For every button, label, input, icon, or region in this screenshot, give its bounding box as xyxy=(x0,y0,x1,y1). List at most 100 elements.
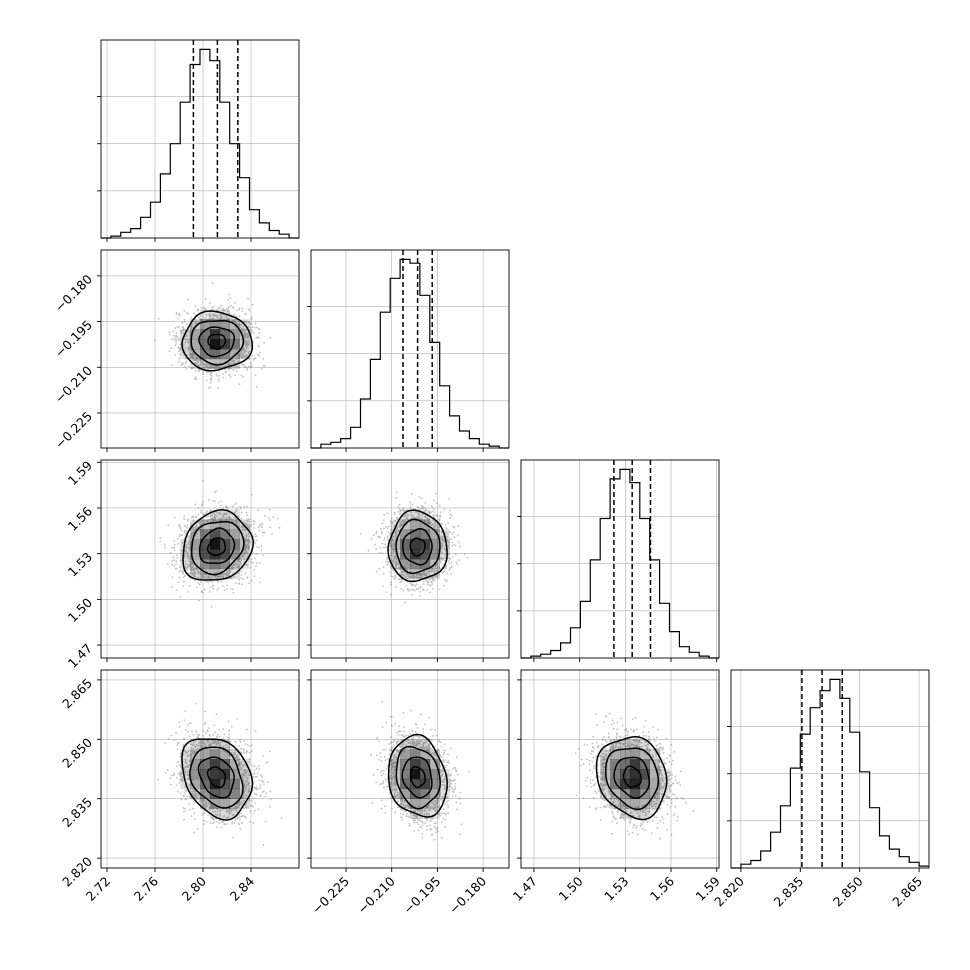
scatter-point xyxy=(220,500,223,503)
scatter-point xyxy=(214,519,217,522)
scatter-point xyxy=(395,491,398,494)
scatter-point xyxy=(248,532,250,535)
scatter-point xyxy=(217,317,220,320)
density-cell xyxy=(200,329,211,340)
scatter-point xyxy=(186,724,189,726)
scatter-point xyxy=(670,798,673,801)
scatter-point xyxy=(412,830,415,832)
scatter-point xyxy=(213,318,216,321)
scatter-point xyxy=(209,367,212,369)
scatter-point xyxy=(253,523,255,526)
scatter-point xyxy=(200,503,203,505)
scatter-point xyxy=(592,779,594,781)
scatter-point xyxy=(190,568,192,571)
scatter-point xyxy=(203,307,205,309)
scatter-point xyxy=(168,333,171,336)
scatter-point xyxy=(183,318,186,321)
scatter-point xyxy=(400,588,403,591)
scatter-point xyxy=(244,365,247,368)
scatter-point xyxy=(392,575,394,578)
scatter-point xyxy=(592,796,595,799)
scatter-point xyxy=(588,806,591,808)
scatter-point xyxy=(253,769,256,771)
scatter-point xyxy=(193,569,196,572)
scatter-point xyxy=(240,353,243,356)
scatter-point xyxy=(247,297,250,300)
scatter-point xyxy=(175,339,178,342)
scatter-point xyxy=(269,750,271,753)
scatter-point xyxy=(185,351,187,353)
scatter-point xyxy=(216,309,218,312)
scatter-point xyxy=(246,336,249,338)
scatter-point xyxy=(440,523,443,526)
scatter-point xyxy=(189,544,192,547)
scatter-point xyxy=(657,728,660,731)
scatter-point xyxy=(367,549,370,552)
scatter-point xyxy=(252,821,255,824)
scatter-point xyxy=(220,504,222,507)
scatter-point xyxy=(238,565,240,568)
scatter-point xyxy=(241,354,243,356)
scatter-point xyxy=(208,591,211,593)
scatter-point xyxy=(658,837,661,840)
scatter-point xyxy=(184,560,187,563)
scatter-point xyxy=(186,526,188,529)
scatter-point xyxy=(197,576,200,579)
scatter-point xyxy=(458,559,461,562)
scatter-point xyxy=(178,339,181,342)
scatter-point xyxy=(403,601,406,604)
scatter-point xyxy=(233,564,236,566)
scatter-point xyxy=(458,797,461,800)
scatter-point xyxy=(246,336,249,339)
scatter-point xyxy=(187,553,190,556)
density-cell xyxy=(239,349,250,360)
scatter-point xyxy=(183,515,186,517)
scatter-point xyxy=(261,775,264,777)
scatter-point xyxy=(185,746,188,748)
scatter-point xyxy=(182,571,185,573)
scatter-point xyxy=(243,320,245,323)
density-cell xyxy=(600,749,611,760)
scatter-point xyxy=(408,824,411,827)
scatter-point xyxy=(182,329,184,332)
scatter-point xyxy=(417,823,420,826)
scatter-point xyxy=(191,356,194,359)
grid-3-1 xyxy=(311,670,509,868)
scatter-point xyxy=(210,371,212,374)
scatter-point xyxy=(207,521,210,524)
scatter-point xyxy=(188,346,191,349)
scatter-point xyxy=(179,527,182,530)
scatter-point xyxy=(252,812,255,815)
scatter-point xyxy=(227,720,230,723)
scatter-point xyxy=(189,356,192,359)
scatter-point xyxy=(249,365,251,368)
scatter-point xyxy=(669,790,672,793)
scatter-point xyxy=(256,776,258,778)
scatter-point xyxy=(644,829,646,832)
scatter-point xyxy=(184,789,187,792)
scatter-point xyxy=(225,505,228,508)
scatter-point xyxy=(375,530,378,533)
scatter-point xyxy=(443,584,446,587)
scatter-point xyxy=(455,561,458,564)
scatter-point xyxy=(176,557,179,559)
scatter-point xyxy=(243,555,245,558)
scatter-point xyxy=(166,769,169,771)
scatter-point xyxy=(201,573,204,576)
scatter-point xyxy=(204,318,207,321)
scatter-point xyxy=(216,735,218,738)
scatter-point xyxy=(403,730,405,733)
scatter-point xyxy=(208,318,210,320)
scatter-point xyxy=(188,341,190,344)
scatter-point xyxy=(159,537,162,539)
scatter-point xyxy=(200,511,202,514)
scatter-point xyxy=(412,588,414,591)
scatter-point xyxy=(603,736,605,739)
scatter-point xyxy=(199,359,201,362)
scatter-point xyxy=(204,366,207,369)
scatter-point xyxy=(221,519,223,522)
scatter-point xyxy=(400,578,403,581)
scatter-point xyxy=(429,511,432,514)
scatter-point xyxy=(221,313,224,316)
scatter-point xyxy=(254,730,257,733)
